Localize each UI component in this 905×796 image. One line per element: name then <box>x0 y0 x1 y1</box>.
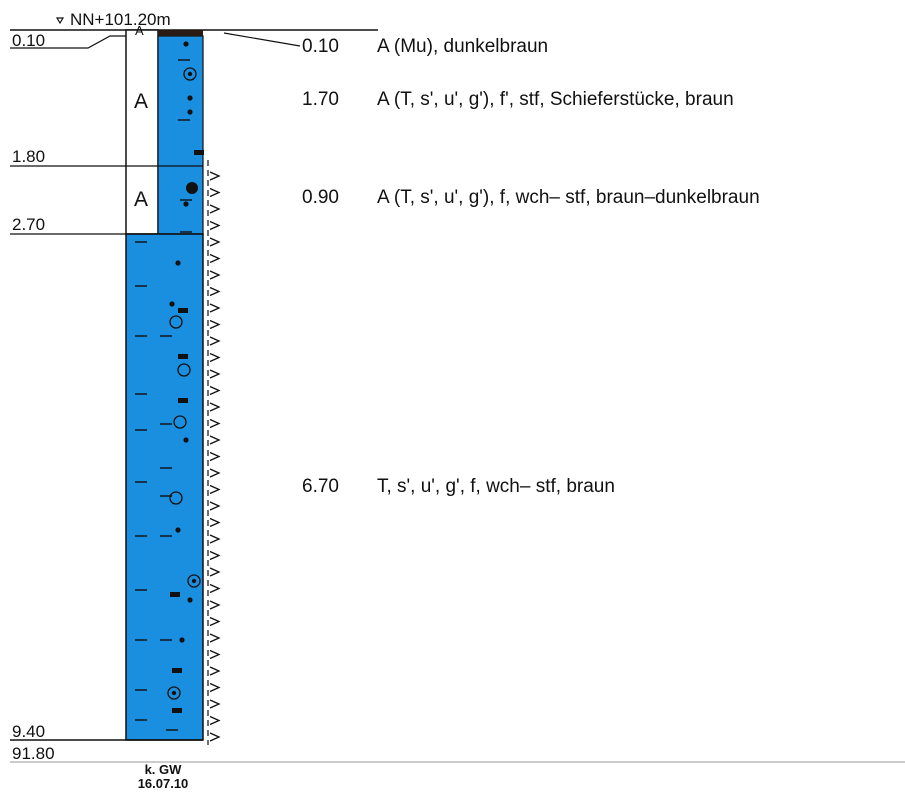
zigzag-mark <box>209 633 221 643</box>
description-2: A (T, s', u', g'), f', stf, Schieferstüc… <box>377 89 734 110</box>
shale-piece <box>172 708 182 713</box>
zigzag-mark <box>209 303 221 313</box>
gravel-dot <box>175 527 181 533</box>
zigzag-mark <box>209 220 221 231</box>
zigzag-mark <box>209 336 221 346</box>
soil-symbols <box>135 41 204 731</box>
zigzag-mark <box>209 435 221 445</box>
zigzag-mark <box>209 600 221 610</box>
zigzag-mark <box>209 567 221 577</box>
gravel-dot <box>187 109 193 115</box>
shale-piece <box>172 668 182 673</box>
depth-line-0-10 <box>10 35 126 49</box>
zigzag-mark <box>209 732 221 742</box>
layer-symbol-1: A <box>135 23 144 38</box>
description-3: A (T, s', u', g'), f, wch– stf, braun–du… <box>377 187 760 208</box>
zigzag-mark <box>209 468 221 478</box>
layer-symbol-2: A <box>134 90 149 113</box>
consistency-zigzag-marks <box>209 171 221 742</box>
bottom-elevation-label: 91.80 <box>12 744 55 763</box>
cobble-center <box>191 578 197 584</box>
shale-piece <box>178 354 188 359</box>
zigzag-mark <box>209 699 221 709</box>
elevation-label: NN+101.20m <box>70 10 171 29</box>
zigzag-mark <box>209 484 221 495</box>
ground-level-marker <box>55 17 65 25</box>
cobble-circle <box>173 415 187 429</box>
gravel-dot <box>187 95 193 101</box>
zigzag-mark <box>209 385 221 396</box>
zigzag-mark <box>209 534 221 544</box>
gravel-dot <box>183 41 189 47</box>
zigzag-mark <box>209 666 221 676</box>
shale-piece <box>170 592 180 597</box>
layer-symbol-3: A <box>134 188 149 211</box>
zigzag-mark <box>209 171 221 181</box>
gravel-dot <box>179 637 185 643</box>
gravel-dot <box>169 301 175 307</box>
cobble-circle <box>169 491 183 505</box>
thickness-label-2: 1.70 <box>302 89 339 110</box>
clay-column-lower <box>125 233 204 741</box>
zigzag-mark <box>209 583 221 594</box>
description-4: T, s', u', g', f, wch– stf, braun <box>377 476 615 497</box>
topsoil-band <box>158 30 203 36</box>
cobble-circle <box>169 315 183 329</box>
cobble-circle <box>183 67 197 81</box>
zigzag-mark <box>209 286 221 297</box>
depth-label-1: 0.10 <box>12 31 46 50</box>
cobble-center <box>171 690 177 696</box>
groundwater-date: 16.07.10 <box>137 776 189 791</box>
depth-label-4: 9.40 <box>12 722 46 741</box>
stone-fill <box>186 182 198 194</box>
groundwater-status: k. GW <box>144 762 182 777</box>
zigzag-mark <box>209 451 221 462</box>
thickness-label-3: 0.90 <box>302 187 339 208</box>
gravel-dot <box>183 201 189 207</box>
depth-label-3: 2.70 <box>12 215 46 234</box>
zigzag-mark <box>209 352 221 363</box>
groundwater-note: k. GW 16.07.10 <box>118 763 208 791</box>
cobble-center <box>187 71 193 77</box>
leader-line-0-10 <box>223 32 301 47</box>
zigzag-mark <box>209 319 221 330</box>
zigzag-mark <box>209 715 221 726</box>
gravel-dot <box>187 597 193 603</box>
cobble-circle <box>177 363 191 377</box>
thickness-label-1: 0.10 <box>302 36 339 57</box>
clay-column-upper <box>157 35 204 235</box>
zigzag-mark <box>209 204 221 214</box>
shale-piece <box>178 308 188 313</box>
cobble-circle <box>187 574 201 588</box>
cobble-circle <box>167 686 181 700</box>
zigzag-mark <box>209 501 221 511</box>
description-1: A (Mu), dunkelbraun <box>377 36 549 57</box>
zigzag-mark <box>209 253 221 264</box>
zigzag-mark <box>209 369 221 379</box>
shale-piece <box>194 150 204 155</box>
zigzag-mark <box>209 418 221 429</box>
depth-label-2: 1.80 <box>12 147 46 166</box>
shale-piece <box>178 398 188 403</box>
zigzag-mark <box>209 187 221 198</box>
gravel-dot <box>175 260 181 266</box>
zigzag-mark <box>209 682 221 693</box>
zigzag-mark <box>209 616 221 627</box>
zigzag-mark <box>209 270 221 280</box>
zigzag-mark <box>209 550 221 561</box>
gravel-dot <box>183 437 189 443</box>
zigzag-mark <box>209 649 221 660</box>
zigzag-mark <box>209 402 221 412</box>
zigzag-mark <box>209 237 221 247</box>
thickness-label-4: 6.70 <box>302 476 339 497</box>
zigzag-mark <box>209 517 221 528</box>
